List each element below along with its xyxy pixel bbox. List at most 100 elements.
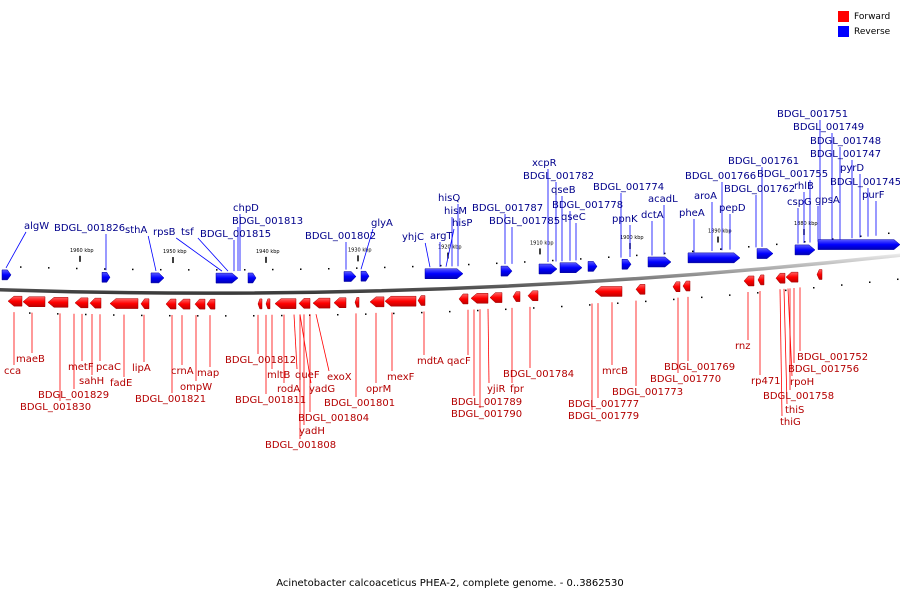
forward-gene-connector bbox=[293, 314, 298, 370]
forward-gene-label-bdgl-001790: BDGL_001790 bbox=[451, 409, 522, 420]
reverse-swatch bbox=[838, 26, 849, 37]
track-dot bbox=[412, 265, 414, 268]
track-dot bbox=[197, 315, 199, 317]
forward-gene-arrow bbox=[312, 297, 331, 309]
track-dot bbox=[281, 314, 283, 317]
forward-gene-label-rnz: rnz bbox=[735, 341, 751, 352]
reverse-gene-label-acadl: acadL bbox=[648, 194, 678, 205]
reverse-gene-label-cspg: cspG bbox=[787, 197, 812, 208]
track-dot bbox=[132, 268, 134, 271]
forward-gene-label-qacf: qacF bbox=[447, 356, 471, 367]
track-dot bbox=[337, 313, 339, 316]
forward-gene-label-bdgl-001808: BDGL_001808 bbox=[265, 440, 336, 451]
forward-gene-label-bdgl-001779: BDGL_001779 bbox=[568, 411, 639, 422]
forward-gene-label-bdgl-001777: BDGL_001777 bbox=[568, 399, 639, 410]
forward-gene-connector bbox=[783, 288, 788, 405]
track-dot bbox=[664, 252, 666, 255]
forward-gene-label-oprm: oprM bbox=[366, 384, 391, 395]
forward-gene-label-bdgl-001789: BDGL_001789 bbox=[451, 397, 522, 408]
forward-gene-label-mdta: mdtA bbox=[417, 356, 444, 367]
legend-forward-label: Forward bbox=[854, 11, 891, 22]
track-dot bbox=[356, 267, 358, 269]
forward-gene-arrow bbox=[470, 293, 489, 304]
track-dot bbox=[449, 310, 451, 313]
track-dot bbox=[785, 289, 787, 292]
forward-gene-label-exox: exoX bbox=[327, 372, 352, 383]
track-dot bbox=[468, 263, 470, 266]
reverse-gene-label-gpsa: gpsA bbox=[815, 195, 840, 206]
forward-gene-label-rpoh: rpoH bbox=[790, 377, 814, 388]
tick-label: 1960 kbp bbox=[70, 248, 94, 254]
track-dot bbox=[104, 268, 106, 270]
forward-gene-connector bbox=[315, 314, 330, 372]
forward-gene-label-bdgl-001821: BDGL_001821 bbox=[135, 394, 206, 405]
forward-gene-label-map: map bbox=[197, 368, 219, 379]
forward-gene-label-bdgl-001829: BDGL_001829 bbox=[38, 390, 109, 401]
reverse-gene-arrow bbox=[559, 262, 583, 273]
reverse-gene-label-hisq: hisQ bbox=[438, 193, 460, 204]
track-dot bbox=[244, 269, 246, 271]
forward-gene-label-bdgl-001756: BDGL_001756 bbox=[788, 364, 859, 375]
track-dot bbox=[300, 268, 302, 270]
track-dot bbox=[440, 264, 442, 267]
reverse-gene-label-bdgl-001766: BDGL_001766 bbox=[685, 171, 756, 182]
forward-gene-label-bdgl-001812: BDGL_001812 bbox=[225, 355, 296, 366]
track-dot bbox=[421, 311, 423, 314]
track-dot bbox=[804, 241, 806, 243]
track-dot bbox=[477, 309, 479, 312]
track-dot bbox=[636, 254, 638, 257]
forward-gene-label-fade: fadE bbox=[110, 378, 132, 389]
track-dot bbox=[617, 302, 619, 304]
forward-gene-arrow bbox=[369, 296, 385, 308]
forward-gene-connector bbox=[299, 314, 312, 384]
reverse-gene-label-argt: argT bbox=[430, 231, 453, 242]
track-dot bbox=[393, 312, 395, 315]
forward-gene-label-metf: metF bbox=[68, 362, 94, 373]
reverse-gene-label-bdgl-001748: BDGL_001748 bbox=[810, 136, 881, 147]
reverse-gene-connector bbox=[424, 242, 431, 268]
reverse-gene-label-qsec: qseC bbox=[561, 212, 586, 223]
reverse-gene-label-phea: pheA bbox=[679, 208, 705, 219]
forward-gene-connector bbox=[779, 289, 783, 417]
track-dot bbox=[757, 292, 759, 294]
reverse-gene-connector bbox=[445, 228, 455, 267]
forward-gene-arrow bbox=[140, 298, 150, 310]
reverse-gene-connector bbox=[175, 237, 223, 272]
forward-gene-arrow bbox=[672, 281, 681, 293]
reverse-gene-label-bdgl-001747: BDGL_001747 bbox=[810, 149, 881, 160]
track-dot bbox=[841, 284, 843, 286]
reverse-gene-label-bdgl-001774: BDGL_001774 bbox=[593, 182, 664, 193]
reverse-gene-arrow bbox=[424, 268, 464, 279]
track-dot bbox=[897, 278, 899, 281]
forward-gene-arrow bbox=[417, 295, 426, 306]
tick-label: 1900 kbp bbox=[620, 235, 644, 241]
tick-label: 1910 kbp bbox=[530, 240, 554, 246]
track-dot bbox=[720, 248, 722, 250]
forward-gene-label-mltb: mltB bbox=[267, 370, 290, 381]
track-dot bbox=[272, 268, 274, 271]
forward-gene-arrow bbox=[635, 284, 646, 295]
track-dot bbox=[496, 262, 498, 265]
forward-gene-arrow bbox=[7, 295, 23, 307]
track-dot bbox=[57, 313, 59, 315]
track-dot bbox=[365, 313, 367, 315]
reverse-gene-arrow bbox=[647, 256, 672, 268]
tick-label: 1940 kbp bbox=[256, 249, 280, 255]
forward-gene-connector bbox=[787, 288, 793, 377]
track-dot bbox=[813, 287, 815, 289]
track-dot bbox=[701, 296, 703, 299]
forward-gene-arrow bbox=[274, 298, 297, 309]
reverse-gene-label-hism: hisM bbox=[444, 206, 467, 217]
track-dot bbox=[328, 267, 330, 270]
forward-gene-arrow bbox=[594, 286, 623, 297]
track-dot bbox=[524, 261, 526, 263]
reverse-gene-label-ppnk: ppnK bbox=[612, 214, 638, 225]
track-dot bbox=[48, 267, 50, 269]
reverse-gene-label-chpd: chpD bbox=[233, 203, 259, 214]
track-dot bbox=[76, 267, 78, 270]
connector-layer bbox=[5, 120, 877, 439]
track-dot bbox=[384, 266, 386, 269]
reverse-gene-label-pyrd: pyrD bbox=[840, 163, 864, 174]
forward-gene-label-bdgl-001804: BDGL_001804 bbox=[298, 413, 369, 424]
